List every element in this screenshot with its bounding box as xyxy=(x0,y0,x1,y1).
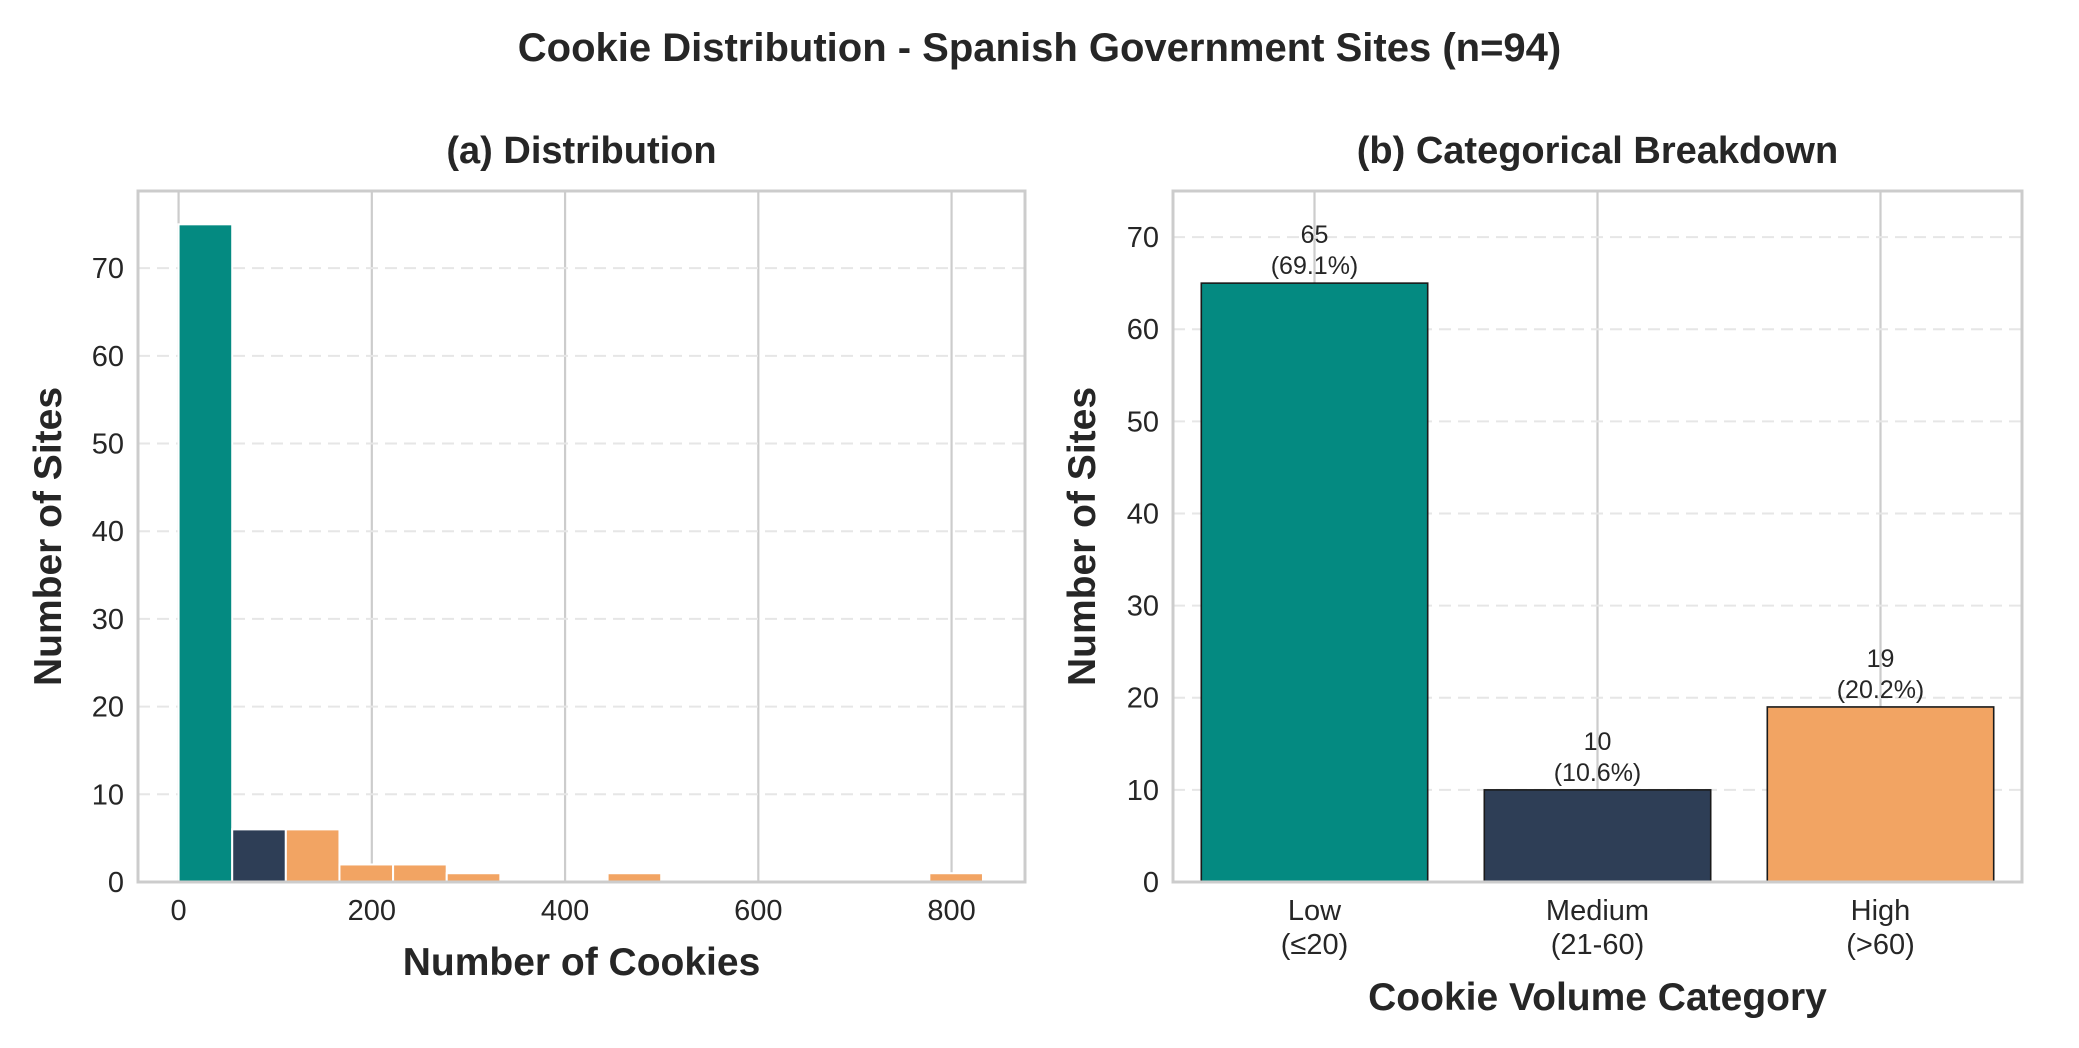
y-tick-label: 70 xyxy=(1127,222,1159,254)
x-tick-sublabel: (21-60) xyxy=(1551,929,1645,961)
histogram-panel: 0 200 400 600 800 0 10 20 30 40 50 60 70 (a) Distribu… xyxy=(27,130,1027,984)
x-tick-sublabel: (≤20) xyxy=(1281,929,1349,961)
y-axis-label: Number of Sites xyxy=(27,387,70,686)
x-tick-label: 400 xyxy=(541,895,589,927)
y-tick-label: 0 xyxy=(108,867,124,899)
x-tick-label: 0 xyxy=(171,895,187,927)
x-tick-label: 600 xyxy=(734,895,782,927)
axes-frame xyxy=(1171,189,2024,884)
x-axis-label: Number of Cookies xyxy=(403,941,761,984)
bar-count-label: 10 xyxy=(1584,728,1612,756)
y-tick-label: 30 xyxy=(92,604,124,636)
x-tick-label: Low xyxy=(1288,895,1342,927)
x-tick-sublabel: (>60) xyxy=(1846,929,1915,961)
y-tick-label: 40 xyxy=(1127,498,1159,530)
y-tick-label: 70 xyxy=(92,253,124,285)
x-tick-label: High xyxy=(1851,895,1911,927)
y-tick-label: 60 xyxy=(1127,314,1159,346)
x-tick-label: 800 xyxy=(927,895,975,927)
y-axis-label: Number of Sites xyxy=(1061,387,1104,686)
histogram-bar xyxy=(231,828,287,884)
x-axis-label: Cookie Volume Category xyxy=(1368,976,1827,1019)
histogram-bar xyxy=(338,863,395,883)
x-tick-label: 200 xyxy=(348,895,396,927)
figure-title: Cookie Distribution - Spanish Government… xyxy=(518,26,1562,70)
panel-title: (a) Distribution xyxy=(446,130,716,172)
histogram-bar xyxy=(177,223,234,884)
y-tick-label: 10 xyxy=(92,779,124,811)
bar-percent-label: (20.2%) xyxy=(1837,676,1925,704)
y-tick-label: 0 xyxy=(1143,867,1159,899)
category-bar-panel: 65 (69.1%) 10 (10.6%) 19 (20.2%) Low(≤20) Mediu… xyxy=(1061,130,2024,1019)
histogram-bar xyxy=(284,828,341,884)
x-tick-label: Medium xyxy=(1546,895,1649,927)
y-tick-label: 20 xyxy=(92,692,124,724)
category-bar xyxy=(1483,789,1712,883)
bar-percent-label: (69.1%) xyxy=(1271,252,1359,280)
y-tick-label: 50 xyxy=(92,429,124,461)
bar-count-label: 65 xyxy=(1301,221,1329,249)
category-bar xyxy=(1766,706,1995,883)
y-tick-label: 20 xyxy=(1127,683,1159,715)
panel-title: (b) Categorical Breakdown xyxy=(1357,130,1838,172)
histogram-bar xyxy=(392,863,448,883)
axes-frame xyxy=(136,189,1027,884)
y-tick-label: 50 xyxy=(1127,406,1159,438)
bar-count-label: 19 xyxy=(1867,645,1895,673)
bar-percent-label: (10.6%) xyxy=(1554,759,1642,787)
y-tick-label: 30 xyxy=(1127,591,1159,623)
y-tick-label: 40 xyxy=(92,516,124,548)
y-tick-label: 60 xyxy=(92,341,124,373)
y-tick-label: 10 xyxy=(1127,775,1159,807)
category-bar xyxy=(1200,282,1429,883)
